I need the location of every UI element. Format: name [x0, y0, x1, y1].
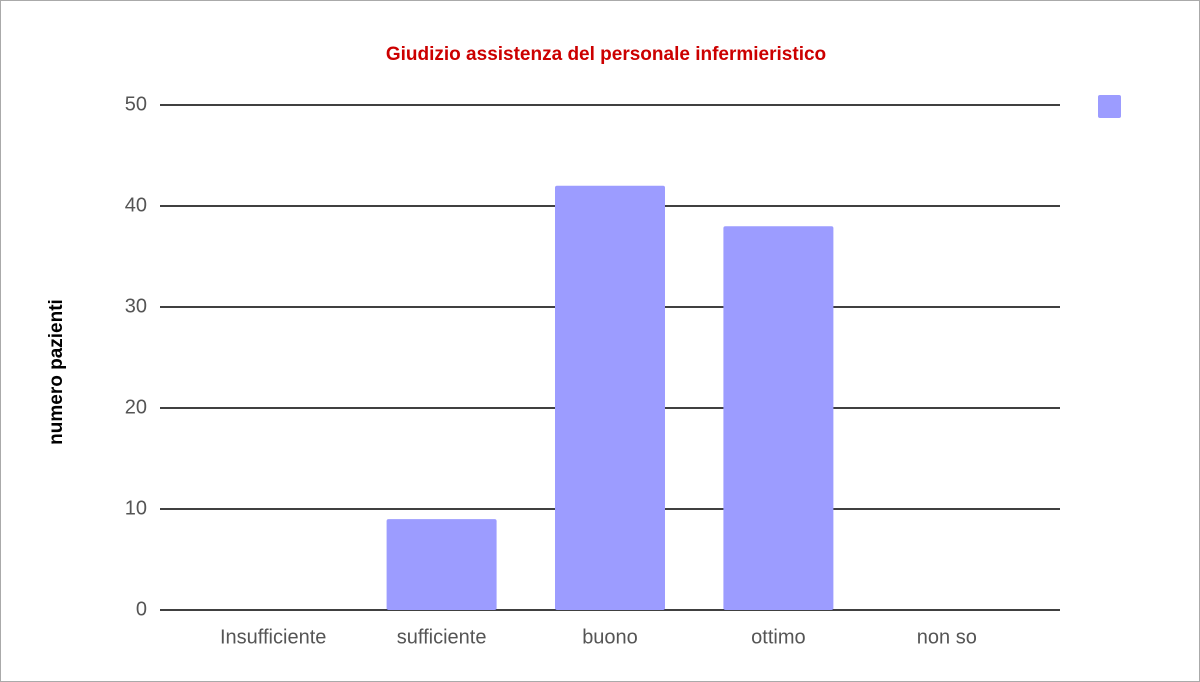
x-tick-label: buono — [582, 626, 638, 648]
y-axis-label: numero pazienti — [46, 299, 67, 445]
x-tick-label: sufficiente — [397, 626, 487, 648]
y-tick-label: 0 — [136, 598, 147, 620]
legend-swatch — [1098, 95, 1121, 118]
x-tick-label: Insufficiente — [220, 626, 326, 648]
x-tick-label: non so — [917, 626, 977, 648]
y-tick-label: 50 — [125, 93, 147, 115]
y-tick-label: 40 — [125, 194, 147, 216]
y-tick-label: 30 — [125, 295, 147, 317]
y-tick-label: 20 — [125, 396, 147, 418]
y-tick-label: 10 — [125, 497, 147, 519]
bar — [723, 226, 834, 610]
bar — [555, 185, 665, 611]
bar — [386, 519, 497, 610]
chart-title: Giudizio assistenza del personale inferm… — [386, 44, 826, 65]
x-tick-label: ottimo — [751, 626, 805, 648]
